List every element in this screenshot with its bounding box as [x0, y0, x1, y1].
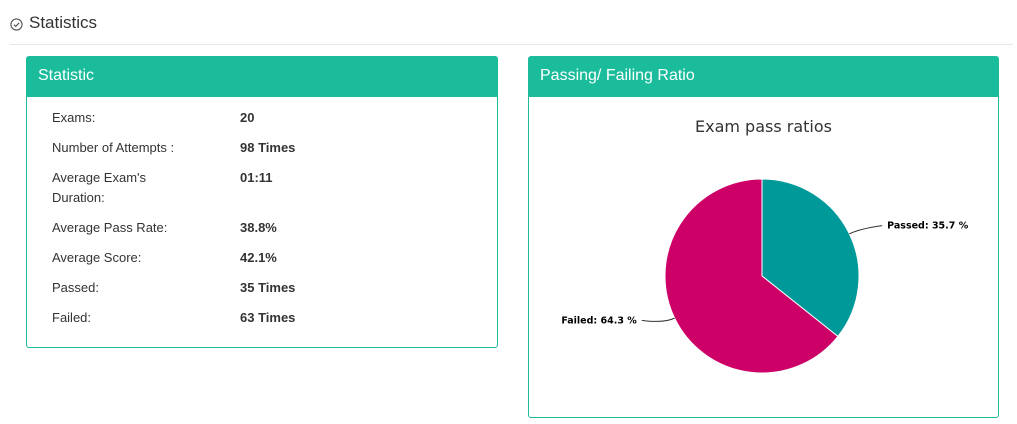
stat-value: 35 Times: [240, 280, 296, 295]
pie-connector-failed: [641, 317, 675, 322]
stat-label: Failed:: [52, 310, 92, 325]
stat-value: 20: [240, 110, 255, 125]
stat-label: Average Pass Rate:: [52, 220, 168, 235]
ratio-panel-title: Passing/ Failing Ratio: [529, 57, 998, 97]
page-header: Statistics: [10, 12, 1013, 45]
pie-connector-passed: [849, 225, 883, 235]
stat-label: Average Score:: [52, 250, 142, 265]
stat-value: 38.8%: [240, 220, 277, 235]
stat-value: 98 Times: [240, 140, 296, 155]
stat-value: 42.1%: [240, 250, 277, 265]
stat-label: Average Exam's Duration:: [52, 170, 147, 205]
pie-chart: Passed: 35.7 % Failed: 64.3 %: [561, 178, 969, 374]
statistic-panel-title: Statistic: [27, 57, 497, 97]
ratio-panel: Passing/ Failing Ratio Exam pass ratios …: [528, 56, 999, 418]
stat-value: 01:11: [240, 170, 273, 185]
stat-value: 63 Times: [240, 310, 296, 325]
check-circle-icon: [10, 18, 23, 31]
stat-label: Exams:: [52, 110, 96, 125]
pie-label-passed: Passed: 35.7 %: [887, 221, 969, 232]
chart-title: Exam pass ratios: [695, 117, 832, 136]
page-title: Statistics: [29, 13, 98, 32]
pie-slice-passed[interactable]: [761, 178, 860, 338]
statistic-panel: Statistic Exams: 20 Number of Attempts :…: [26, 56, 498, 348]
pie-label-failed: Failed: 64.3 %: [561, 315, 637, 326]
stat-label: Number of Attempts :: [52, 140, 175, 155]
stat-label: Passed:: [52, 280, 99, 295]
